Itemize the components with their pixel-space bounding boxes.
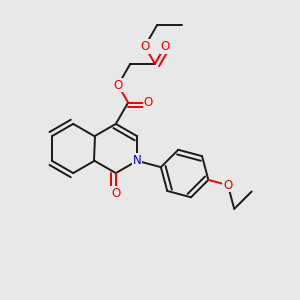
Text: N: N — [133, 154, 142, 167]
Text: O: O — [223, 178, 232, 192]
Text: O: O — [111, 187, 120, 200]
Text: O: O — [140, 40, 149, 53]
Text: O: O — [113, 79, 123, 92]
Text: O: O — [144, 96, 153, 109]
Text: O: O — [160, 40, 169, 53]
